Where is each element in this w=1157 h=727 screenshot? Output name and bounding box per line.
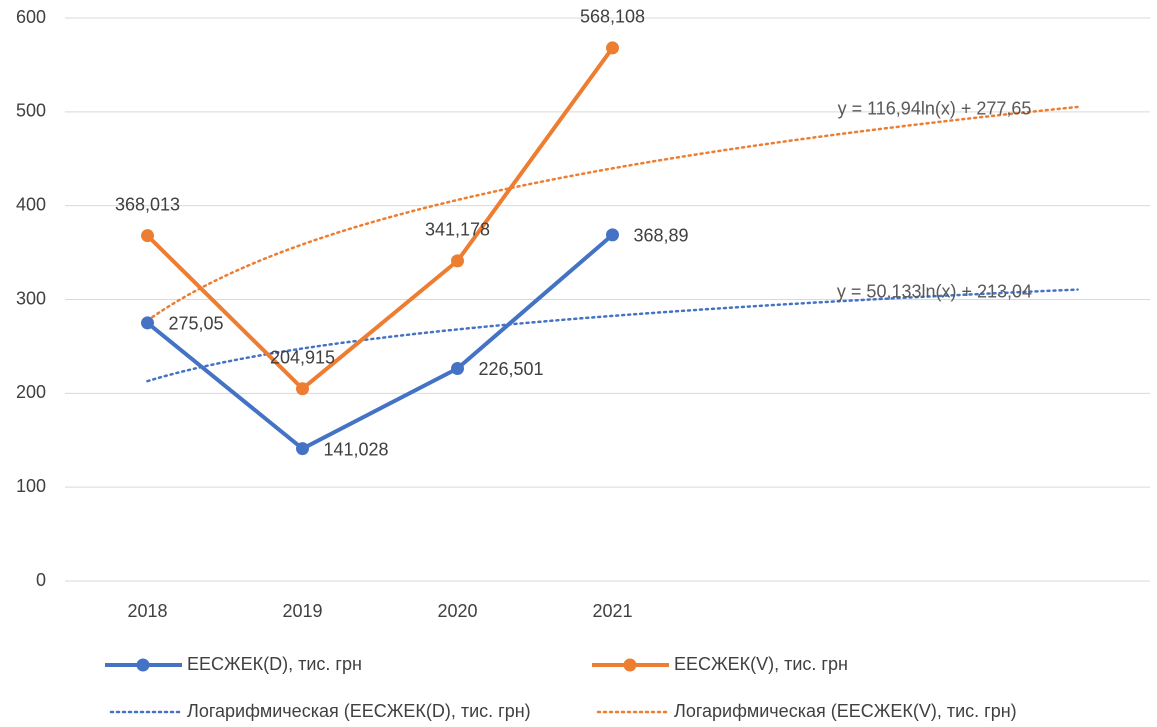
point <box>141 229 154 243</box>
data-label: 226,501 <box>479 359 544 379</box>
legend-label: ЕЕСЖЕК(D), тис. грн <box>187 654 362 674</box>
data-label: 204,915 <box>270 347 335 367</box>
x-tick-label: 2021 <box>592 601 632 621</box>
data-label: 141,028 <box>324 439 389 459</box>
point <box>606 228 619 242</box>
trendline <box>146 105 1079 322</box>
x-tick-label: 2020 <box>437 601 477 621</box>
x-tick-label: 2018 <box>127 601 167 621</box>
data-label: 368,013 <box>115 194 180 214</box>
point <box>141 316 154 330</box>
legend-label: Логарифмическая (ЕЕСЖЕК(V), тис. грн) <box>674 701 1017 721</box>
trendline-equation: y = 50,133ln(x) + 213,04 <box>837 281 1032 301</box>
series-line <box>146 46 615 391</box>
data-label: 568,108 <box>580 7 645 27</box>
y-tick-label: 600 <box>16 7 46 27</box>
legend-label: ЕЕСЖЕК(V), тис. грн <box>674 654 848 674</box>
point <box>606 41 619 55</box>
point <box>451 361 464 375</box>
legend-marker <box>136 658 150 672</box>
series-line <box>146 233 614 451</box>
y-tick-label: 500 <box>16 101 46 121</box>
data-label: 275,05 <box>169 314 224 334</box>
legend-marker <box>623 658 637 672</box>
point <box>451 254 464 268</box>
point <box>296 442 309 456</box>
y-tick-label: 0 <box>36 570 46 590</box>
point <box>296 382 309 396</box>
trendline-equation: y = 116,94ln(x) + 277,65 <box>838 99 1032 119</box>
y-tick-label: 200 <box>16 382 46 402</box>
data-label: 368,89 <box>634 226 689 246</box>
trendline <box>146 288 1079 383</box>
y-tick-label: 100 <box>16 476 46 496</box>
data-label: 341,178 <box>425 220 490 240</box>
x-tick-label: 2019 <box>282 601 322 621</box>
y-tick-label: 400 <box>16 194 46 214</box>
y-tick-label: 300 <box>16 288 46 308</box>
legend-label: Логарифмическая (ЕЕСЖЕК(D), тис. грн) <box>187 701 531 721</box>
